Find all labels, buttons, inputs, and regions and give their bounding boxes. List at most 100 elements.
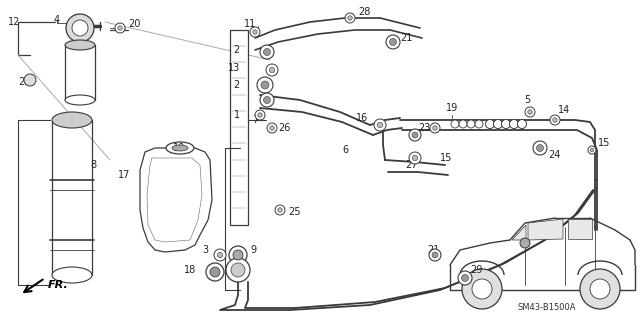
Circle shape <box>250 27 260 37</box>
Circle shape <box>348 16 352 20</box>
Circle shape <box>553 118 557 122</box>
Circle shape <box>261 81 269 89</box>
Text: 4: 4 <box>54 15 60 25</box>
Text: 11: 11 <box>244 19 256 29</box>
Circle shape <box>229 246 247 264</box>
Circle shape <box>430 123 440 133</box>
Circle shape <box>432 252 438 258</box>
Ellipse shape <box>65 95 95 105</box>
Ellipse shape <box>166 142 194 154</box>
Text: 15: 15 <box>598 138 611 148</box>
Text: 24: 24 <box>548 150 561 160</box>
Circle shape <box>409 129 421 141</box>
Circle shape <box>412 155 418 161</box>
Text: 19: 19 <box>446 103 458 113</box>
Circle shape <box>266 64 278 76</box>
Circle shape <box>462 269 502 309</box>
Ellipse shape <box>52 267 92 283</box>
Text: 23: 23 <box>418 123 430 133</box>
Ellipse shape <box>52 112 92 128</box>
Circle shape <box>257 77 273 93</box>
Circle shape <box>429 249 441 261</box>
Text: SM43-B1500A: SM43-B1500A <box>518 303 577 313</box>
Circle shape <box>210 267 220 277</box>
Circle shape <box>24 74 36 86</box>
Circle shape <box>580 269 620 309</box>
Circle shape <box>72 20 88 36</box>
Circle shape <box>260 45 274 59</box>
Circle shape <box>264 48 271 56</box>
Circle shape <box>264 97 271 103</box>
Circle shape <box>374 119 386 131</box>
Circle shape <box>269 67 275 73</box>
Circle shape <box>475 120 483 128</box>
Circle shape <box>590 279 610 299</box>
Circle shape <box>267 123 277 133</box>
Text: 7: 7 <box>252 115 259 125</box>
Polygon shape <box>140 148 212 252</box>
Text: 2: 2 <box>234 45 240 55</box>
Text: 17: 17 <box>118 170 130 180</box>
Text: 3: 3 <box>202 245 208 255</box>
Text: 18: 18 <box>184 265 196 275</box>
Text: 28: 28 <box>358 7 371 17</box>
Circle shape <box>206 263 224 281</box>
Text: FR.: FR. <box>48 280 68 290</box>
Circle shape <box>518 120 527 129</box>
Circle shape <box>258 113 262 117</box>
Circle shape <box>486 120 495 129</box>
Text: 21: 21 <box>400 33 412 43</box>
Circle shape <box>472 279 492 299</box>
Circle shape <box>218 252 223 258</box>
Circle shape <box>467 120 475 128</box>
Circle shape <box>378 122 383 128</box>
Circle shape <box>226 258 250 282</box>
Circle shape <box>459 120 467 128</box>
Text: 2: 2 <box>234 80 240 90</box>
Text: 22: 22 <box>18 77 31 87</box>
Circle shape <box>386 35 400 49</box>
Circle shape <box>66 14 94 42</box>
Circle shape <box>214 249 226 261</box>
Circle shape <box>409 152 421 164</box>
Text: 20: 20 <box>128 19 140 29</box>
Text: 10: 10 <box>173 143 185 153</box>
Circle shape <box>525 107 535 117</box>
Bar <box>230 30 248 225</box>
Circle shape <box>520 238 530 248</box>
Circle shape <box>458 271 472 285</box>
Circle shape <box>590 148 594 152</box>
Circle shape <box>115 23 125 33</box>
Polygon shape <box>528 219 563 240</box>
Text: 25: 25 <box>288 207 301 217</box>
Text: 1: 1 <box>234 110 240 120</box>
Ellipse shape <box>65 40 95 50</box>
Circle shape <box>255 110 265 120</box>
Circle shape <box>509 120 518 129</box>
Circle shape <box>269 126 275 130</box>
Circle shape <box>412 132 418 138</box>
Polygon shape <box>512 225 526 240</box>
Circle shape <box>433 126 437 130</box>
Circle shape <box>260 93 274 107</box>
Text: 16: 16 <box>356 113 368 123</box>
Circle shape <box>533 141 547 155</box>
Text: 15: 15 <box>440 153 452 163</box>
Circle shape <box>528 110 532 114</box>
Circle shape <box>278 208 282 212</box>
Circle shape <box>275 205 285 215</box>
Circle shape <box>233 250 243 260</box>
Circle shape <box>451 120 459 128</box>
Circle shape <box>536 145 543 152</box>
Ellipse shape <box>172 145 188 151</box>
Circle shape <box>493 120 502 129</box>
Text: 29: 29 <box>470 265 483 275</box>
Polygon shape <box>568 219 592 239</box>
Circle shape <box>502 120 511 129</box>
Circle shape <box>231 263 245 277</box>
Text: 27: 27 <box>406 160 418 170</box>
Circle shape <box>118 26 122 30</box>
Text: 13: 13 <box>228 63 240 73</box>
Text: 14: 14 <box>558 105 570 115</box>
Text: 5: 5 <box>524 95 530 105</box>
